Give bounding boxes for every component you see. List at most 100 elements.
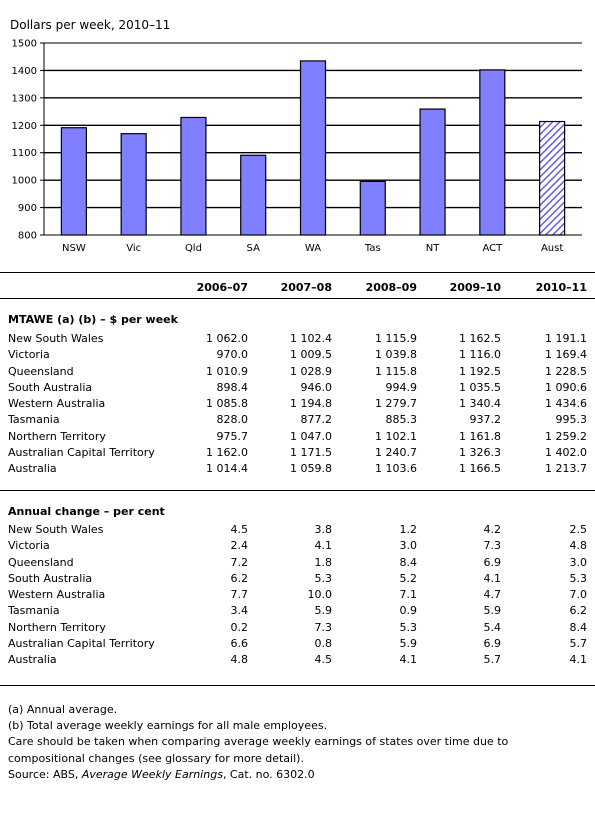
table-row: Victoria 970.0 1 009.5 1 039.8 1 116.0 1 169.… xyxy=(0,347,595,363)
year-header-row: 2006–07 2007–08 2008–09 2009–10 2010–11 xyxy=(0,280,595,296)
table-cell: 3.0 xyxy=(569,555,588,569)
table-cell: 1 171.5 xyxy=(290,446,332,460)
y-tick-label: 1400 xyxy=(12,66,37,77)
table-cell: 937.2 xyxy=(469,413,502,427)
row-label: New South Wales xyxy=(8,523,104,536)
table-cell: 5.7 xyxy=(569,637,588,651)
table-cell: 1 103.6 xyxy=(375,462,417,476)
x-tick-label: Tas xyxy=(364,243,381,254)
table-cell: 1 166.5 xyxy=(459,462,501,476)
table-row: Australian Capital Territory 1 162.0 1 171… xyxy=(0,445,595,461)
section-mtawe: New South Wales 1 062.0 1 102.4 1 115.9 1 16… xyxy=(0,331,595,478)
table-cell: 1 009.5 xyxy=(290,348,332,362)
table-cell: 7.0 xyxy=(569,588,588,602)
column-header: 2007–08 xyxy=(280,281,332,294)
row-label: Victoria xyxy=(8,539,50,553)
table-row: Queensland 1 010.9 1 028.9 1 115.8 1 192.5 1 … xyxy=(0,364,595,380)
table-cell: 1 035.5 xyxy=(459,380,501,394)
table-cell: 1 194.8 xyxy=(290,397,332,411)
column-header: 2010–11 xyxy=(535,281,587,294)
table-cell: 2.5 xyxy=(569,523,588,536)
table-cell: 946.0 xyxy=(300,380,333,394)
table-cell: 0.8 xyxy=(314,637,333,651)
column-header: 2009–10 xyxy=(449,281,501,294)
y-tick-label: 1000 xyxy=(12,176,37,187)
table-cell: 1 102.1 xyxy=(375,429,417,443)
x-tick-label: Qld xyxy=(185,243,202,254)
row-label: Northern Territory xyxy=(8,429,106,443)
table-cell: 1 279.7 xyxy=(375,397,417,411)
table-cell: 5.9 xyxy=(314,604,333,618)
table-cell: 1.2 xyxy=(399,523,418,536)
x-tick-label: WA xyxy=(305,243,321,254)
bar-wa xyxy=(299,60,327,236)
row-label: Victoria xyxy=(8,348,50,362)
bar-vic xyxy=(120,133,147,236)
table-row: New South Wales 4.5 3.8 1.2 4.2 2.5 xyxy=(0,522,595,538)
bar-tas xyxy=(359,180,386,236)
table-cell: 1 162.0 xyxy=(206,446,248,460)
footnote-b: (b) Total average weekly earnings for al… xyxy=(8,719,328,733)
table-row: Tasmania 828.0 877.2 885.3 937.2 995.3 xyxy=(0,412,595,428)
table-cell: 975.7 xyxy=(216,429,249,443)
bar-chart: 800 900 1000 1100 1200 1300 1400 1500 NSW Vic Qld… xyxy=(12,39,582,254)
table-cell: 1 240.7 xyxy=(375,446,417,460)
table-cell: 7.3 xyxy=(314,620,333,634)
row-label: Australian Capital Territory xyxy=(8,446,155,460)
table-cell: 1 062.0 xyxy=(206,332,248,345)
table-cell: 1 039.8 xyxy=(375,348,417,362)
table-cell: 8.4 xyxy=(569,620,588,634)
table-cell: 4.8 xyxy=(569,539,588,553)
row-label: Australia xyxy=(8,653,57,667)
y-tick-label: 1200 xyxy=(12,121,37,132)
table-cell: 5.9 xyxy=(483,604,502,618)
table-cell: 1 115.9 xyxy=(375,332,417,345)
table-cell: 4.1 xyxy=(314,539,333,553)
table-cell: 3.0 xyxy=(399,539,418,553)
table-cell: 4.2 xyxy=(483,523,502,536)
table-cell: 1 259.2 xyxy=(545,429,587,443)
table-cell: 3.8 xyxy=(314,523,333,536)
table-bottom-rule xyxy=(0,685,595,686)
bar-act xyxy=(479,69,506,236)
table-header: 2006–07 2007–08 2008–09 2009–10 2010–11 xyxy=(0,280,595,296)
x-tick-label: Vic xyxy=(126,243,141,254)
table-cell: 4.5 xyxy=(230,523,249,536)
table-cell: 1 085.8 xyxy=(206,397,248,411)
table-cell: 0.9 xyxy=(399,604,418,618)
table-cell: 7.2 xyxy=(230,555,249,569)
table-row: Northern Territory 0.2 7.3 5.3 5.4 8.4 xyxy=(0,620,595,636)
table-cell: 6.9 xyxy=(483,555,502,569)
table-cell: 828.0 xyxy=(216,413,249,427)
table-cell: 1 326.3 xyxy=(459,446,501,460)
y-tick-label: 1100 xyxy=(12,148,37,159)
bar-nt xyxy=(419,108,446,236)
table-cell: 1 161.8 xyxy=(459,429,501,443)
table-cell: 6.2 xyxy=(230,571,249,585)
row-label: Queensland xyxy=(8,555,74,569)
table-row: South Australia 898.4 946.0 994.9 1 035.5 1 0… xyxy=(0,380,595,396)
table-row: Tasmania 3.4 5.9 0.9 5.9 6.2 xyxy=(0,603,595,619)
x-tick-label: SA xyxy=(247,243,261,254)
y-tick-label: 1300 xyxy=(12,93,37,104)
row-label: Northern Territory xyxy=(8,620,106,634)
table-cell: 1 116.0 xyxy=(459,348,501,362)
table-cell: 1 434.6 xyxy=(545,397,587,411)
table-cell: 8.4 xyxy=(399,555,418,569)
table-cell: 2.4 xyxy=(230,539,249,553)
section-title-mtawe: MTAWE (a) (b) – $ per week xyxy=(8,313,178,326)
bar-aust xyxy=(539,120,566,236)
table-cell: 7.3 xyxy=(483,539,502,553)
row-label: New South Wales xyxy=(8,332,104,345)
table-cell: 4.1 xyxy=(569,653,588,667)
table-row: New South Wales 1 062.0 1 102.4 1 115.9 1 16… xyxy=(0,331,595,347)
y-tick-label: 800 xyxy=(18,231,37,242)
table-cell: 10.0 xyxy=(307,588,333,602)
table-row: Australian Capital Territory 6.6 0.8 5.9 6.9… xyxy=(0,636,595,652)
source-note: Source: ABS, Average Weekly Earnings, Ca… xyxy=(8,767,588,783)
table-cell: 1 340.4 xyxy=(459,397,501,411)
x-tick-label: Aust xyxy=(541,243,563,254)
x-tick-label: NT xyxy=(426,243,440,254)
row-label: South Australia xyxy=(8,380,93,394)
table-cell: 4.5 xyxy=(314,653,333,667)
